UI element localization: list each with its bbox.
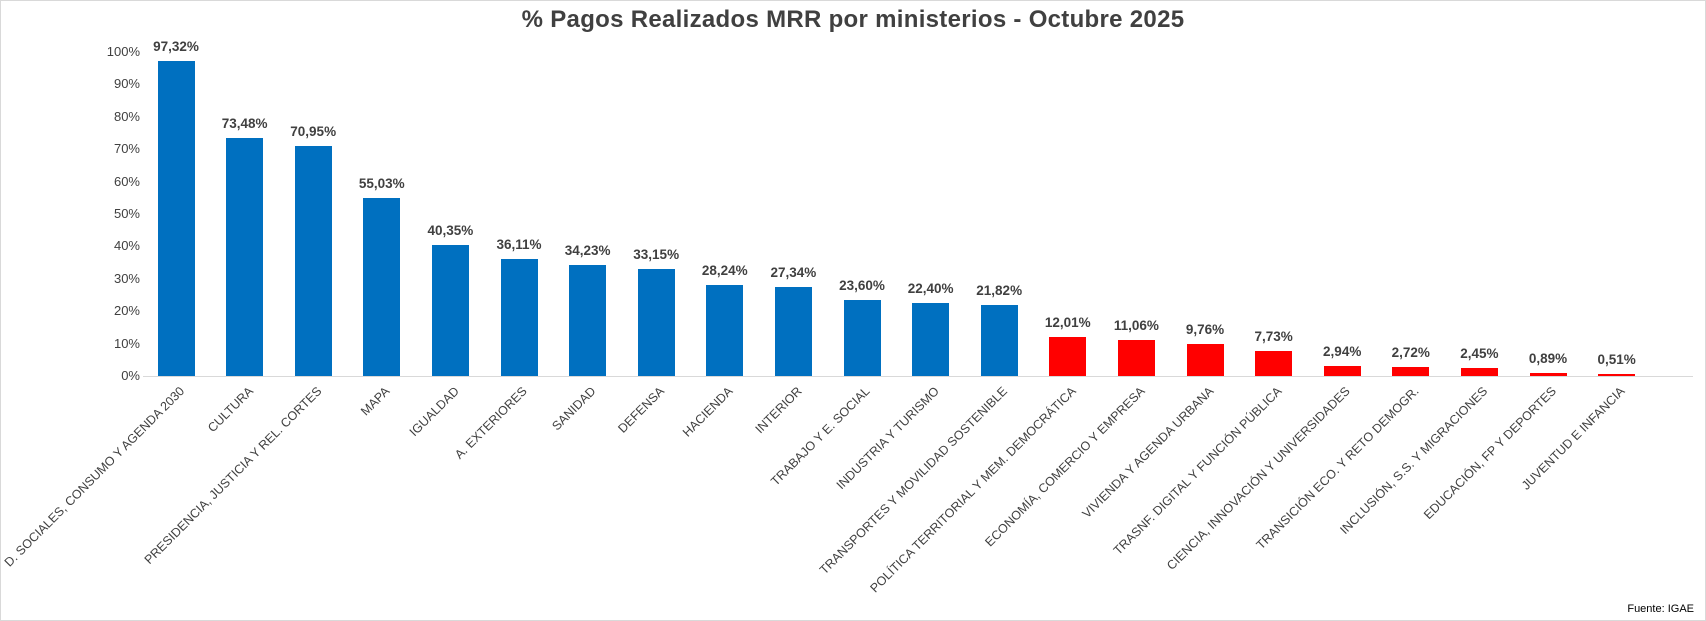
- bar: [1392, 367, 1430, 376]
- bar: [1255, 350, 1293, 376]
- y-tick-label: 0%: [121, 368, 140, 383]
- value-label: 22,40%: [907, 281, 954, 297]
- value-label: 27,34%: [770, 265, 817, 281]
- y-tick-label: 50%: [113, 206, 140, 221]
- value-label: 73,48%: [221, 115, 268, 131]
- category-label: CULTURA: [204, 384, 256, 436]
- bar: [1323, 366, 1361, 376]
- value-label: 2,72%: [1391, 345, 1430, 361]
- bar: [1598, 374, 1636, 376]
- category-label: INCLUSIÓN, S.S. Y MIGRACIONES: [1337, 384, 1491, 538]
- bar: [706, 284, 744, 376]
- source-note: Fuente: IGAE: [1627, 603, 1694, 615]
- chart-title: % Pagos Realizados MRR por ministerios -…: [521, 6, 1185, 33]
- bar: [637, 268, 675, 376]
- value-label: 36,11%: [496, 237, 542, 252]
- bar: [1186, 344, 1224, 376]
- value-label: 40,35%: [427, 223, 474, 239]
- bar: [1460, 368, 1498, 376]
- y-tick-label: 20%: [113, 303, 140, 319]
- bar: [500, 259, 538, 376]
- bar: [294, 146, 332, 376]
- category-label: MAPA: [358, 384, 393, 419]
- bar: [1049, 337, 1087, 376]
- x-axis-line: [143, 376, 1693, 377]
- category-label: INTERIOR: [752, 384, 805, 437]
- category-label: HACIENDA: [680, 384, 736, 440]
- y-tick-label: 30%: [113, 270, 140, 286]
- y-tick-label: 90%: [113, 76, 140, 92]
- value-label: 28,24%: [701, 262, 748, 278]
- bar: [912, 303, 950, 376]
- value-label: 0,89%: [1528, 351, 1568, 367]
- value-label: 12,01%: [1044, 315, 1091, 331]
- y-tick-label: 100%: [106, 44, 140, 59]
- y-tick-label: 80%: [113, 108, 140, 124]
- bar: [1117, 340, 1155, 376]
- bar: [569, 265, 607, 376]
- bar: [1529, 373, 1567, 376]
- value-label: 23,60%: [839, 277, 885, 293]
- y-tick-label: 40%: [113, 238, 140, 254]
- value-label: 11,06%: [1113, 318, 1159, 334]
- value-label: 7,73%: [1254, 328, 1293, 344]
- bar: [980, 305, 1018, 376]
- category-label: VIVIENDA Y AGENDA URBANA: [1079, 384, 1216, 521]
- bar: [157, 60, 195, 376]
- y-tick-label: 10%: [113, 335, 140, 351]
- value-label: 2,45%: [1460, 346, 1499, 362]
- y-tick-label: 70%: [113, 141, 140, 157]
- value-label: 9,76%: [1185, 322, 1225, 338]
- y-tick-label: 60%: [113, 173, 140, 189]
- value-label: 55,03%: [358, 175, 405, 191]
- value-label: 97,32%: [153, 38, 199, 54]
- value-label: 34,23%: [564, 243, 611, 259]
- value-label: 0,51%: [1597, 352, 1636, 368]
- bar: [431, 245, 469, 376]
- category-label: IGUALDAD: [406, 384, 462, 440]
- category-label: DEFENSA: [615, 384, 668, 436]
- bar: [843, 299, 881, 376]
- value-label: 70,95%: [290, 124, 337, 140]
- value-label: 2,94%: [1323, 344, 1362, 360]
- category-label: SANIDAD: [549, 384, 599, 434]
- category-label: A. EXTERIORES: [452, 384, 530, 462]
- value-label: 33,15%: [633, 246, 680, 262]
- category-label: EDUCACIÓN, FP Y DEPORTES: [1421, 384, 1559, 522]
- bar: [774, 287, 812, 376]
- value-label: 21,82%: [976, 283, 1023, 299]
- bar: [226, 137, 264, 376]
- bar: [363, 197, 401, 376]
